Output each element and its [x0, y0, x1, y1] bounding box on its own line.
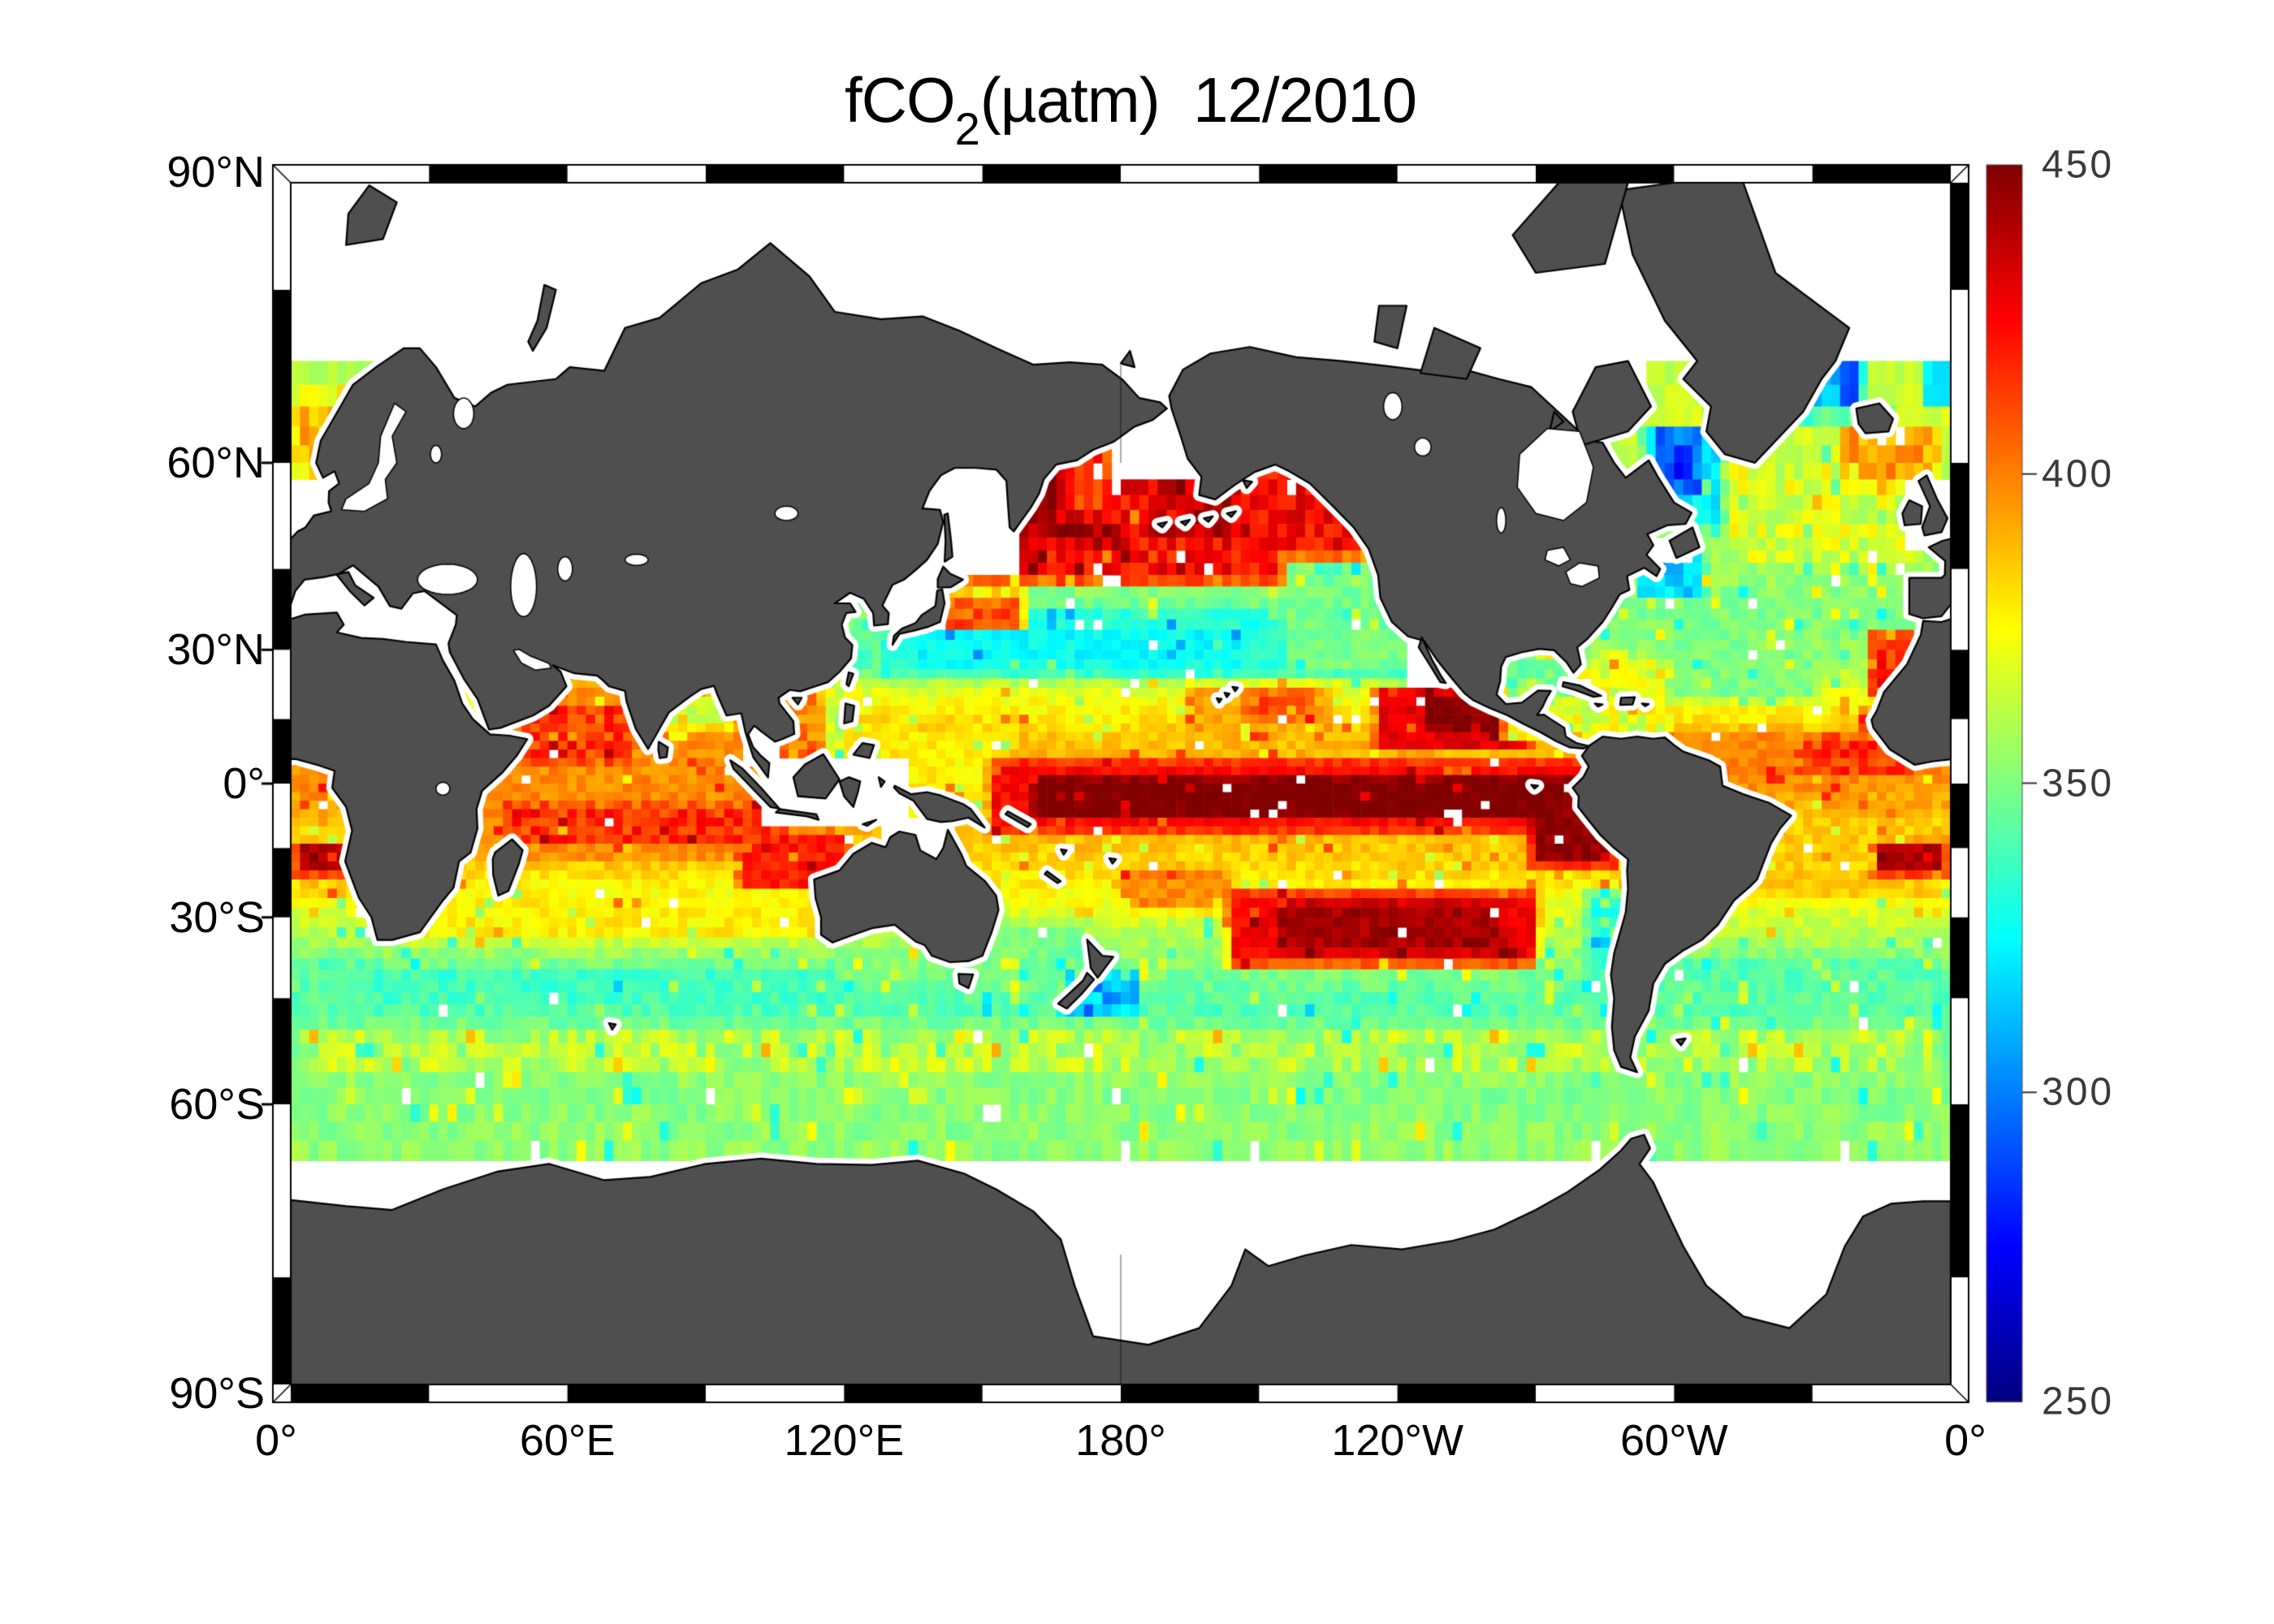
lat-tick-label: 0° — [223, 759, 265, 808]
title-suffix: (µatm) 12/2010 — [979, 64, 1417, 136]
lon-tick-label: 60°E — [519, 1416, 616, 1465]
chart-title: fCO2(µatm) 12/2010 — [844, 63, 1417, 155]
lat-tick-label: 30°N — [166, 625, 265, 675]
colorbar-tick-label: 450 — [2042, 143, 2115, 187]
lon-tick-label: 120°E — [784, 1416, 905, 1465]
lat-tick-label: 60°S — [169, 1079, 265, 1129]
title-prefix: fCO — [844, 64, 956, 136]
colorbar-tick-label: 400 — [2042, 452, 2115, 496]
title-subscript: 2 — [954, 103, 980, 154]
colorbar-tick-label: 300 — [2042, 1070, 2115, 1114]
lon-tick-label: 0° — [1944, 1416, 1987, 1465]
lat-tick-label: 30°S — [169, 892, 265, 942]
lon-tick-label: 120°W — [1331, 1416, 1463, 1465]
lon-tick-label: 180° — [1075, 1416, 1166, 1465]
lon-tick-label: 0° — [255, 1416, 297, 1465]
lat-tick-label: 90°N — [166, 148, 265, 197]
lon-tick-label: 60°W — [1620, 1416, 1728, 1465]
colorbar-tick-label: 250 — [2042, 1380, 2115, 1423]
colorbar-tick-label: 350 — [2042, 762, 2115, 805]
lat-tick-label: 60°N — [166, 438, 265, 488]
lat-tick-label: 90°S — [169, 1369, 265, 1418]
